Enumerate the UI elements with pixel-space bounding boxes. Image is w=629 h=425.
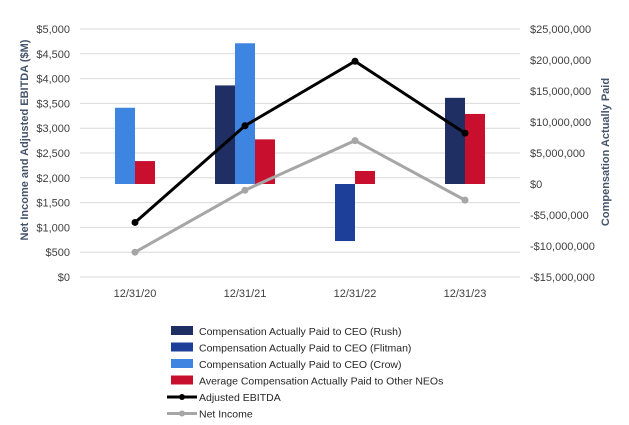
line-point	[131, 248, 139, 256]
right-tick-label: -$5,000,000	[530, 210, 589, 222]
right-tick-label: -$15,000,000	[530, 272, 595, 284]
right-axis-title: Compensation Actually Paid	[600, 78, 612, 226]
left-axis-ticks: $0 $500 $1,000 $1,500 $2,000 $2,500 $3,000 $3,5…	[36, 24, 70, 284]
legend-swatch	[171, 326, 193, 335]
right-tick-label: $5,000,000	[530, 148, 585, 160]
x-tick-label: 12/31/22	[334, 288, 377, 300]
bar-series	[115, 43, 485, 242]
bar	[135, 161, 155, 184]
left-tick-label: $2,000	[36, 173, 70, 185]
bar	[235, 43, 255, 185]
left-tick-label: $500	[46, 247, 70, 259]
line-point	[241, 122, 249, 130]
left-tick-label: $3,000	[36, 123, 70, 135]
line-series	[131, 57, 469, 256]
right-tick-label: $25,000,000	[530, 24, 591, 36]
legend-swatch	[171, 375, 193, 385]
right-tick-label: $20,000,000	[530, 55, 591, 67]
bar	[255, 139, 275, 184]
line-point	[351, 137, 359, 145]
legend-label: Compensation Actually Paid to CEO (Flitm…	[199, 343, 411, 355]
right-tick-label: $15,000,000	[530, 86, 591, 98]
line-point	[461, 196, 469, 204]
right-tick-label: $0	[530, 179, 542, 191]
series-line	[134, 138, 466, 254]
x-tick-label: 12/31/21	[224, 288, 267, 300]
legend-label: Compensation Actually Paid to CEO (Rush)	[199, 326, 402, 338]
left-tick-label: $3,500	[36, 98, 70, 110]
left-axis-title: Net Income and Adjusted EBITDA ($M)	[19, 39, 31, 240]
left-tick-label: $0	[58, 272, 70, 284]
line-point	[351, 57, 359, 65]
x-tick-label: 12/31/20	[114, 288, 157, 300]
legend-marker	[179, 410, 185, 417]
right-tick-label: -$10,000,000	[530, 241, 595, 253]
legend-swatch	[171, 359, 193, 368]
legend-label: Compensation Actually Paid to CEO (Crow)	[199, 359, 402, 371]
left-tick-label: $2,500	[36, 148, 70, 160]
left-tick-label: $4,000	[36, 74, 70, 86]
left-tick-label: $4,500	[36, 49, 70, 61]
bar	[465, 113, 485, 184]
x-axis-ticks: 12/31/20 12/31/21 12/31/22 12/31/23	[114, 288, 487, 300]
legend-label: Average Compensation Actually Paid to Ot…	[199, 376, 443, 388]
legend-swatch	[171, 342, 193, 352]
gridlines	[80, 28, 520, 278]
x-tick-label: 12/31/23	[444, 288, 487, 300]
series-line	[134, 59, 466, 224]
left-tick-label: $1,500	[36, 198, 70, 210]
right-axis-ticks: -$15,000,000 -$10,000,000 -$5,000,000 $0 $5,…	[530, 24, 595, 284]
line-point	[461, 129, 469, 137]
left-tick-label: $1,000	[36, 222, 70, 234]
bar	[115, 107, 135, 184]
left-tick-label: $5,000	[36, 24, 70, 36]
line-point	[241, 186, 249, 194]
bar	[335, 184, 355, 242]
bar	[355, 170, 375, 184]
bar	[445, 97, 465, 184]
line-point	[131, 218, 139, 226]
legend: Compensation Actually Paid to CEO (Rush)…	[167, 326, 443, 421]
legend-marker	[179, 394, 185, 400]
legend-label: Adjusted EBITDA	[199, 392, 281, 404]
legend-label: Net Income	[199, 409, 253, 421]
right-tick-label: $10,000,000	[530, 117, 591, 129]
bar	[215, 85, 235, 184]
